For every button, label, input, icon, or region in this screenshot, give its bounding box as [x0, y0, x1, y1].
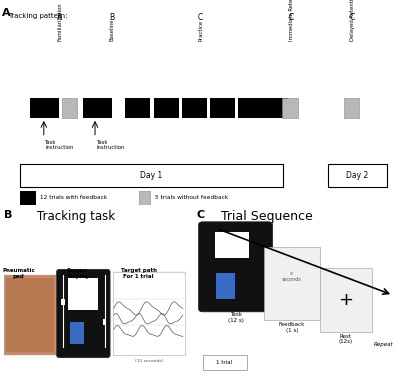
Bar: [62, 98, 77, 118]
Bar: [282, 98, 298, 118]
FancyBboxPatch shape: [57, 269, 110, 358]
FancyBboxPatch shape: [198, 222, 273, 312]
Text: A: A: [57, 14, 63, 22]
Text: C: C: [196, 210, 205, 220]
Text: Screen
Display: Screen Display: [66, 268, 89, 279]
Text: Immediate Retention/Recall: Immediate Retention/Recall: [288, 0, 294, 41]
Text: Tracking task: Tracking task: [37, 210, 115, 223]
Bar: [61, 299, 65, 305]
Text: Repeat: Repeat: [374, 342, 394, 347]
Bar: [344, 98, 359, 118]
Text: Task
(12 s): Task (12 s): [228, 312, 243, 323]
FancyBboxPatch shape: [320, 268, 372, 332]
Bar: [103, 319, 106, 325]
Text: Delayed Retention/Recall: Delayed Retention/Recall: [350, 0, 355, 41]
Bar: [6, 279, 54, 352]
Bar: [238, 98, 263, 118]
Text: Rest
(12s): Rest (12s): [339, 334, 353, 344]
Bar: [182, 98, 207, 118]
Text: B: B: [4, 210, 12, 220]
FancyBboxPatch shape: [264, 247, 320, 320]
Text: 12 trials with feedback: 12 trials with feedback: [40, 195, 107, 200]
Bar: [328, 164, 387, 187]
Text: Task
instruction: Task instruction: [45, 139, 74, 150]
Bar: [20, 164, 283, 187]
Bar: [210, 98, 235, 118]
Bar: [20, 191, 36, 205]
Bar: [4, 275, 56, 355]
Text: Day 2: Day 2: [346, 171, 369, 180]
Text: Trial Sequence: Trial Sequence: [221, 210, 312, 223]
Text: C: C: [350, 14, 355, 22]
Text: B: B: [109, 14, 115, 22]
Text: C: C: [198, 14, 203, 22]
Text: Day 1: Day 1: [140, 171, 163, 180]
Bar: [139, 191, 150, 205]
Bar: [263, 98, 288, 118]
Text: C: C: [288, 14, 294, 22]
Text: +: +: [338, 291, 353, 309]
Text: Familiarization: Familiarization: [57, 2, 63, 41]
Bar: [30, 98, 59, 118]
Text: A: A: [2, 8, 11, 17]
Text: Target path
For 1 trial: Target path For 1 trial: [121, 268, 157, 279]
Bar: [216, 274, 235, 299]
Text: Tracking pattern:: Tracking pattern:: [8, 14, 67, 19]
Text: (12 seconds): (12 seconds): [135, 359, 163, 363]
Text: Baseline: Baseline: [109, 19, 114, 41]
Text: Task
instruction: Task instruction: [97, 139, 125, 150]
Bar: [113, 272, 185, 355]
Text: Practice: Practice: [198, 20, 203, 41]
Bar: [215, 232, 249, 258]
Text: 5 trials without feedback: 5 trials without feedback: [155, 195, 228, 200]
Text: x
seconds: x seconds: [282, 271, 302, 282]
Bar: [203, 355, 247, 370]
Bar: [83, 98, 112, 118]
Text: Feedback
(1 s): Feedback (1 s): [279, 322, 305, 333]
Bar: [68, 279, 98, 310]
Bar: [154, 98, 178, 118]
Bar: [126, 98, 150, 118]
Text: 1 trial: 1 trial: [217, 360, 233, 365]
Text: Pneumatic
pad: Pneumatic pad: [2, 268, 35, 279]
Bar: [71, 322, 84, 343]
